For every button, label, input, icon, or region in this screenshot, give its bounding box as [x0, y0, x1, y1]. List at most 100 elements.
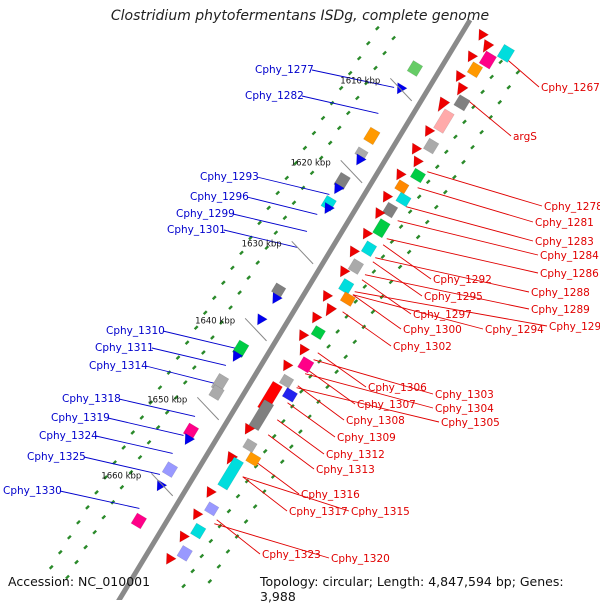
gene-arrow: [334, 182, 345, 195]
tick-mark: [433, 204, 439, 210]
leader-line: [352, 294, 484, 330]
tick-mark: [155, 425, 161, 430]
gene-label-cphy_1309: Cphy_1309: [337, 432, 396, 444]
genome-title: Clostridium phytofermentans ISDg, comple…: [110, 8, 490, 24]
gene-block: [176, 545, 193, 562]
tick-mark: [338, 85, 344, 91]
tick-mark: [345, 110, 351, 116]
tick-mark: [255, 260, 261, 266]
tick-mark: [216, 564, 222, 569]
tick-mark: [230, 265, 235, 271]
tick-mark: [74, 559, 79, 565]
accession-text: Accession: NC_010001: [8, 574, 151, 589]
scale-tick: [389, 77, 413, 102]
leader-line: [287, 402, 336, 438]
scale-label: 1610 kbp: [340, 76, 380, 86]
gene-arrow: [244, 422, 256, 435]
tick-mark: [280, 418, 286, 424]
scale-tick: [244, 317, 267, 342]
tick-mark: [498, 59, 504, 65]
tick-mark: [309, 170, 315, 176]
leader-line: [246, 196, 318, 215]
tick-mark: [515, 69, 521, 75]
gene-label-cphy_1296: Cphy_1296: [190, 191, 249, 203]
gene-arrow: [478, 28, 490, 41]
tick-mark: [146, 439, 152, 445]
gene-label-cphy_1299: Cphy_1299: [176, 208, 235, 220]
gene-block: [190, 522, 207, 540]
tick-mark: [444, 149, 449, 155]
gene-block: [363, 126, 381, 146]
tick-mark: [207, 579, 213, 584]
tick-mark: [148, 400, 154, 405]
tick-mark: [325, 384, 330, 390]
gene-block: [161, 461, 179, 478]
tick-mark: [221, 280, 226, 286]
tick-mark: [184, 340, 190, 346]
leader-line: [311, 69, 395, 88]
gene-label-cphy_1288: Cphy_1288: [531, 287, 590, 299]
gene-arrow: [437, 96, 451, 113]
tick-mark: [327, 140, 333, 146]
gene-arrow: [349, 245, 361, 258]
tick-mark: [76, 519, 81, 525]
tick-mark: [284, 175, 290, 181]
gene-label-cphy_1281: Cphy_1281: [535, 217, 594, 229]
gene-arrow: [362, 227, 374, 240]
tick-mark: [288, 444, 294, 449]
gene-label-cphy_1330: Cphy_1330: [3, 485, 62, 497]
gene-arrow: [324, 201, 336, 215]
gene-label-cphy_1313: Cphy_1313: [316, 464, 375, 476]
gene-block: [130, 512, 148, 530]
tick-mark: [237, 290, 242, 295]
tick-mark: [397, 264, 403, 270]
gene-arrow: [322, 289, 334, 303]
tick-mark: [298, 429, 303, 435]
leader-line: [232, 213, 308, 232]
leader-line: [361, 279, 412, 315]
leader-line: [301, 95, 379, 114]
tick-mark: [316, 399, 321, 405]
tick-mark: [226, 508, 232, 514]
tick-mark: [210, 335, 215, 340]
tick-mark: [415, 234, 421, 240]
scale-tick: [150, 472, 174, 497]
tick-mark: [356, 55, 362, 61]
tick-mark: [365, 40, 371, 46]
leader-line: [386, 238, 539, 274]
tick-mark: [85, 505, 90, 510]
gene-arrow: [339, 265, 351, 278]
tick-mark: [121, 445, 127, 450]
leader-line: [397, 220, 539, 256]
gene-block: [338, 278, 355, 295]
gene-label-cphy_1323: Cphy_1323: [262, 549, 321, 561]
leader-line: [214, 523, 330, 559]
tick-mark: [139, 415, 145, 420]
tick-mark: [92, 529, 98, 535]
tick-mark: [101, 514, 107, 520]
tick-mark: [380, 254, 386, 259]
leader-line: [252, 459, 300, 495]
leader-line: [313, 359, 434, 395]
gene-label-cphy_1314: Cphy_1314: [89, 360, 148, 372]
leader-line: [372, 261, 423, 297]
gene-arrow: [456, 81, 469, 96]
gene-arrow: [467, 50, 479, 63]
gene-label-cphy_1308: Cphy_1308: [346, 415, 405, 427]
tick-mark: [191, 365, 197, 370]
gene-arrow: [179, 530, 191, 543]
gene-block: [248, 399, 275, 432]
tick-mark: [273, 230, 279, 236]
tick-mark: [299, 389, 304, 394]
tick-mark: [371, 269, 377, 274]
gene-arrow: [299, 343, 311, 356]
scale-label: 1620 kbp: [291, 158, 331, 168]
gene-block: [339, 291, 356, 307]
gene-block: [433, 108, 455, 134]
leader-line: [107, 417, 184, 436]
leader-line: [256, 176, 330, 195]
tick-mark: [311, 130, 317, 136]
gene-block: [281, 387, 298, 403]
tick-mark: [137, 454, 143, 460]
